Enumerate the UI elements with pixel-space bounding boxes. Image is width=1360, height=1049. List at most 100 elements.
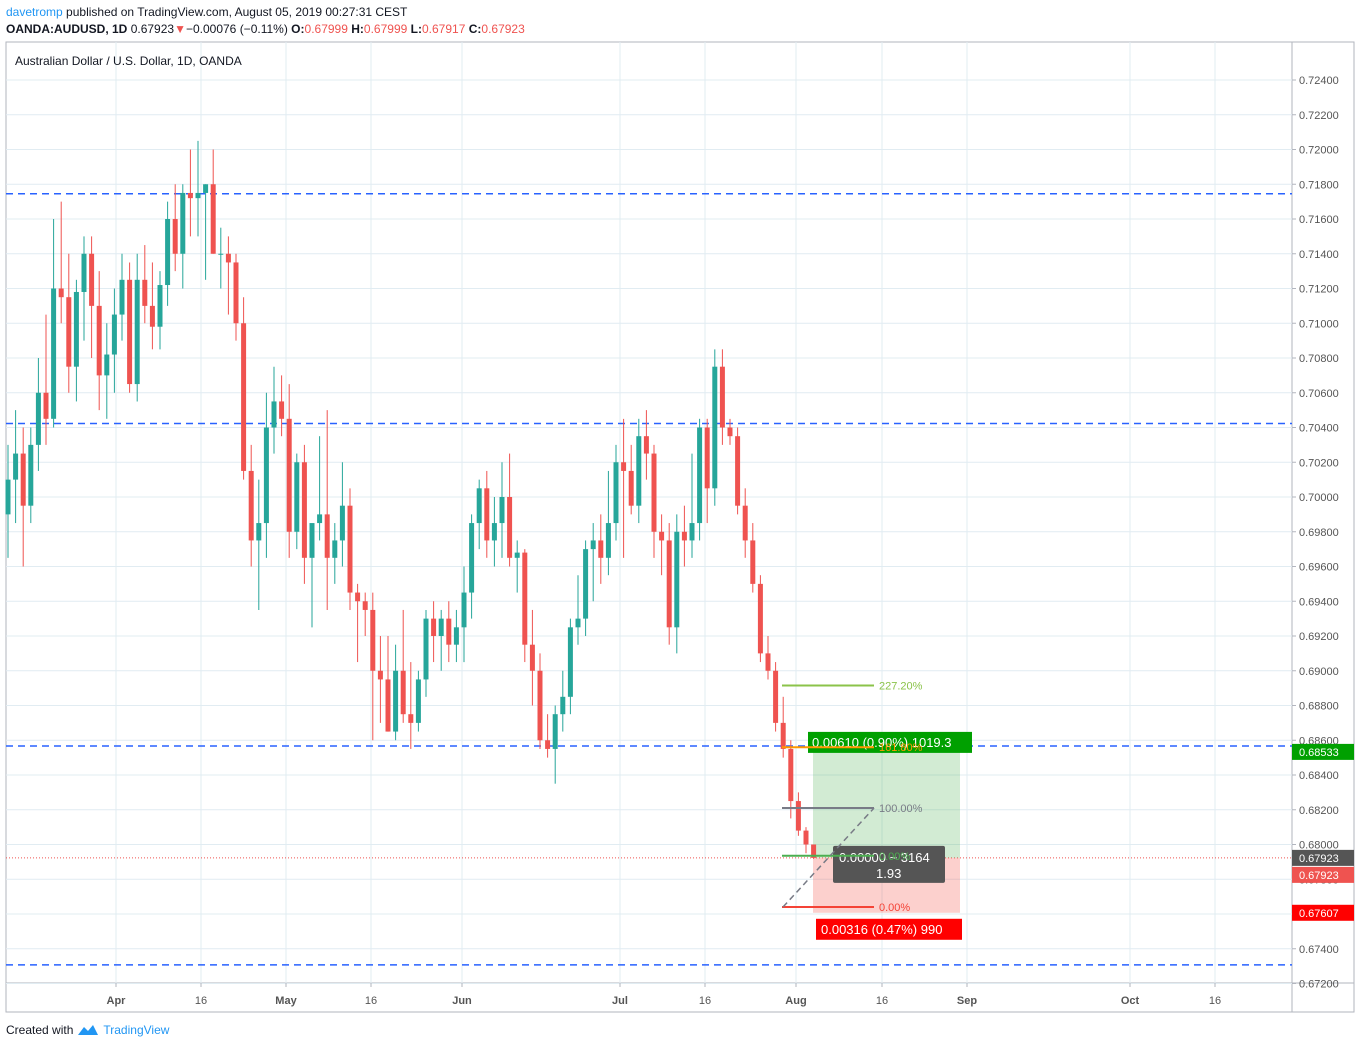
footer: Created with TradingView <box>6 1023 169 1037</box>
stop-label-box <box>816 918 962 940</box>
candle-body <box>309 523 315 558</box>
candle-body <box>111 314 117 355</box>
candle-body <box>180 192 186 254</box>
candle-body <box>51 288 57 419</box>
high-label: H: <box>351 22 364 36</box>
last-price-badge: 0.67923 <box>1299 853 1339 865</box>
candle-body <box>5 479 11 515</box>
candle-body <box>134 279 140 385</box>
publish-line: davetromp published on TradingView.com, … <box>6 4 525 21</box>
fib-extension-tool[interactable]: 227.20% 161.80% 100.00% 0.00% 0.00% <box>782 681 923 915</box>
fib-level-label: 100.00% <box>879 803 923 815</box>
price-tick-label: 0.69600 <box>1299 562 1339 574</box>
time-tick-label: May <box>275 995 297 1007</box>
price-tick-label: 0.70000 <box>1299 492 1339 504</box>
candle-body <box>58 288 64 298</box>
price-tick-label: 0.71200 <box>1299 284 1339 296</box>
candle-body <box>279 401 285 419</box>
price-tick-label: 0.68200 <box>1299 805 1339 817</box>
candle-body <box>43 392 49 419</box>
candle-body <box>73 291 79 367</box>
time-tick-label: 16 <box>195 995 207 1007</box>
candle-body <box>514 552 520 558</box>
symbol-label[interactable]: OANDA:AUDUSD, 1D <box>6 22 128 36</box>
candle-body <box>415 679 421 723</box>
candle-body <box>377 670 383 680</box>
ohlc-line: OANDA:AUDUSD, 1D 0.67923▼−0.00076 (−0.11… <box>6 21 525 38</box>
candle-body <box>735 436 741 506</box>
long-position-tool[interactable]: 0.00610 (0.90%) 1019.3 0.00316 (0.47%) 99… <box>808 731 972 940</box>
candle-body <box>757 583 763 654</box>
price-tick-label: 0.72000 <box>1299 145 1339 157</box>
candle-body <box>742 505 748 541</box>
price-tick-label: 0.68400 <box>1299 770 1339 782</box>
price-tick-label: 0.71000 <box>1299 318 1339 330</box>
price-tick-label: 0.68800 <box>1299 701 1339 713</box>
candle-body <box>332 540 338 558</box>
time-axis[interactable]: Apr 16 May 16 Jun Jul 16 Aug 16 Sep Oct 16 <box>107 983 1222 1007</box>
candle-body <box>659 531 665 541</box>
tradingview-logo-icon <box>78 1025 99 1035</box>
candle-body <box>811 844 817 858</box>
candle-body <box>643 436 649 454</box>
fib-trend-line <box>782 807 875 908</box>
candle-body <box>484 488 490 541</box>
candle-body <box>681 531 687 541</box>
candle-body <box>104 354 110 376</box>
price-tick-label: 0.71600 <box>1299 214 1339 226</box>
time-tick-label: Sep <box>957 995 977 1007</box>
stop-label: 0.00316 (0.47%) 990 <box>821 922 942 937</box>
candle-body <box>119 279 125 315</box>
time-tick-label: 16 <box>876 995 888 1007</box>
price-tick-label: 0.70400 <box>1299 423 1339 435</box>
candle-body <box>355 592 361 602</box>
candle-body <box>651 453 657 532</box>
created-with-text: Created with <box>6 1023 74 1037</box>
price-tick-label: 0.67400 <box>1299 944 1339 956</box>
time-tick-label: Aug <box>785 995 806 1007</box>
candle-body <box>271 401 277 428</box>
candle-body <box>507 497 513 558</box>
fib-level-label: 161.80% <box>879 742 923 754</box>
candle-body <box>13 453 19 480</box>
candle-body <box>636 436 642 506</box>
candle-body <box>248 470 254 541</box>
horizontal-levels <box>6 193 1292 966</box>
candle-body <box>263 427 269 524</box>
candle-body <box>362 601 368 610</box>
last-price: 0.67923 <box>130 22 175 36</box>
candles <box>5 140 817 859</box>
published-text: published on TradingView.com, August 05,… <box>66 5 408 19</box>
author-link[interactable]: davetromp <box>6 5 63 19</box>
price-tick-label: 0.69000 <box>1299 666 1339 678</box>
open-label: O: <box>291 22 305 36</box>
candle-body <box>461 592 467 628</box>
candle-body <box>149 305 155 327</box>
chart-header: davetromp published on TradingView.com, … <box>6 4 525 38</box>
profit-zone <box>813 751 960 858</box>
price-axis[interactable]: 0.72400 0.72200 0.72000 0.71800 0.71600 0.714… <box>1292 75 1354 991</box>
time-tick-label: Oct <box>1121 995 1140 1007</box>
center-label-2: 1.93 <box>876 866 901 881</box>
last-price-badge-box <box>1292 849 1354 866</box>
candle-body <box>324 514 330 558</box>
change-value: −0.00076 (−0.11%) <box>185 22 288 36</box>
candle-body <box>621 462 627 471</box>
stop-price-badge-box <box>1292 904 1354 921</box>
candle-body <box>400 670 406 715</box>
price-tick-label: 0.68000 <box>1299 840 1339 852</box>
grid <box>6 42 1292 984</box>
fib-level-label: 227.20% <box>879 681 923 693</box>
price-tick-label: 0.72200 <box>1299 110 1339 122</box>
price-tick-label: 0.71800 <box>1299 179 1339 191</box>
candle-body <box>89 253 95 306</box>
candle-body <box>545 740 551 749</box>
candle-body <box>408 714 414 723</box>
close-price-badge-box <box>1292 866 1354 883</box>
close-label: C: <box>468 22 482 36</box>
candle-body <box>241 323 247 471</box>
price-tick-label: 0.67200 <box>1299 979 1339 991</box>
chart-title: Australian Dollar / U.S. Dollar, 1D, OAN… <box>15 54 242 68</box>
tradingview-brand[interactable]: TradingView <box>103 1023 170 1037</box>
